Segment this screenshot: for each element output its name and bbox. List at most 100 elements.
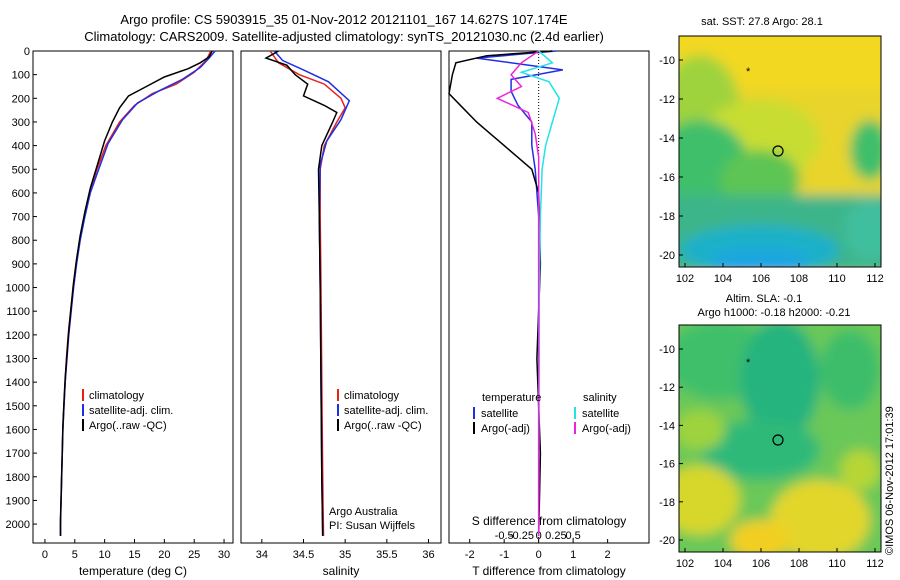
map-x-tick-label: 104 [714,558,732,570]
x-tick-label: 20 [158,549,170,561]
map-x-tick-label: 108 [790,273,808,285]
y-tick-label: 1200 [6,330,30,342]
map-y-tick-label: -18 [659,211,675,223]
x-tick-label: 36 [422,549,434,561]
map-x-tick-label: 106 [752,558,770,570]
x-tick-label: 2 [605,549,611,561]
series-line-t-argo-adj- [448,50,553,536]
legend-label: satellite [582,408,619,420]
x-tick-label: 15 [128,549,140,561]
x-tick-label: 1 [570,549,576,561]
x-axis-label: salinity [323,564,360,578]
map-x-tick-label: 106 [752,273,770,285]
series-line-s-satellite [518,50,561,536]
title-line-2: Climatology: CARS2009. Satellite-adjuste… [84,29,604,44]
sla-asterisk-marker: * [746,357,751,369]
map-y-tick-label: -18 [659,497,675,509]
map-y-tick-label: -20 [659,250,675,262]
sla-map-title-1: Altim. SLA: -0.1 [726,293,802,305]
y-tick-label: 400 [12,141,30,153]
sst-argo-marker [772,145,784,157]
map-x-tick-label: 102 [676,273,694,285]
map-y-tick-label: -10 [659,344,675,356]
x-tick-label: 34 [256,549,268,561]
sla-field [679,325,881,552]
sst-asterisk-marker: * [746,66,751,78]
y-tick-label: 700 [12,212,30,224]
y-tick-label: 300 [12,117,30,129]
legend-label: satellite-adj. clim. [89,405,173,417]
legend-label: Argo(..raw -QC) [344,420,422,432]
y-tick-label: 1600 [6,424,30,436]
x-axis-label: T difference from climatology [472,564,626,578]
x-axis-label: temperature (deg C) [79,564,187,578]
map-x-tick-label: 112 [866,273,884,285]
sla-argo-marker [772,434,784,446]
series-line-satellite-adj-clim- [59,50,216,536]
y-tick-label: 0 [24,46,30,58]
map-x-tick-label: 104 [714,273,732,285]
sst-field [679,36,881,267]
s-tick-label: 0.25 [545,530,566,542]
y-tick-label: 1800 [6,472,30,484]
legend-label: climatology [344,390,400,402]
legend-label: satellite-adj. clim. [344,405,428,417]
sla-map-frame [678,324,882,553]
map-y-tick-label: -16 [659,459,675,471]
x-tick-label: 5 [72,549,78,561]
map-x-tick-label: 110 [828,558,846,570]
map-y-tick-label: -14 [659,420,675,432]
legend-title-temperature: temperature [482,392,541,404]
series-line-argo-raw-qc- [59,50,213,536]
y-tick-label: 100 [12,70,30,82]
map-y-tick-label: -12 [659,382,675,394]
x-tick-label: 0 [42,549,48,561]
x-tick-label: 34.5 [293,549,314,561]
legend-label: satellite [481,408,518,420]
y-tick-label: 1000 [6,283,30,295]
y-tick-label: 1300 [6,354,30,366]
imos-footer: ©IMOS 06-Nov-2012 17:01:39 [884,406,896,555]
axes-frame [240,50,442,544]
y-tick-label: 1900 [6,495,30,507]
sst-map-panel: sat. SST: 27.8 Argo: 28.1 * 102 104 106 108… [659,16,884,285]
sst-map-title: sat. SST: 27.8 Argo: 28.1 [701,16,823,28]
sst-map-frame [678,35,882,268]
map-x-tick-label: 110 [828,273,846,285]
series-line-climatology [59,50,212,536]
map-y-tick-label: -10 [659,55,675,67]
y-tick-label: 600 [12,188,30,200]
sla-map-panel: Altim. SLA: -0.1 Argo h1000: -0.18 h2000… [659,293,884,570]
x-tick-label: -1 [499,549,509,561]
s-tick-label: -0.25 [509,530,534,542]
y-tick-label: 1100 [6,306,30,318]
s-tick-label: -0.5 [495,530,514,542]
map-x-tick-label: 108 [790,558,808,570]
x-tick-label: 35 [339,549,351,561]
map-y-tick-label: -12 [659,94,675,106]
series-line-climatology [269,50,347,536]
axes-frame [32,50,234,544]
annotation-text: PI: Susan Wijffels [329,520,415,532]
y-tick-label: 1700 [6,448,30,460]
y-tick-label: 200 [12,93,30,105]
sla-map-title-2: Argo h1000: -0.18 h2000: -0.21 [698,307,851,319]
y-tick-label: 500 [12,164,30,176]
map-x-tick-label: 102 [676,558,694,570]
map-x-tick-label: 112 [866,558,884,570]
map-y-tick-label: -14 [659,133,675,145]
temperature-panel: 0100200300400500600700800900100011001200… [6,46,234,578]
x-tick-label: -2 [465,549,475,561]
legend-label: climatology [89,390,145,402]
y-tick-label: 1400 [6,377,30,389]
annotation-text: Argo Australia [329,506,398,518]
x-tick-label: 35.5 [376,549,397,561]
title-line-1: Argo profile: CS 5903915_35 01-Nov-2012 … [120,12,567,27]
y-tick-label: 800 [12,235,30,247]
series-line-argo-raw-qc- [264,50,338,536]
x-tick-label: 10 [99,549,111,561]
x-tick-label: 30 [218,549,230,561]
x-tick-label: 0 [536,549,542,561]
legend-label: Argo(-adj) [481,423,530,435]
